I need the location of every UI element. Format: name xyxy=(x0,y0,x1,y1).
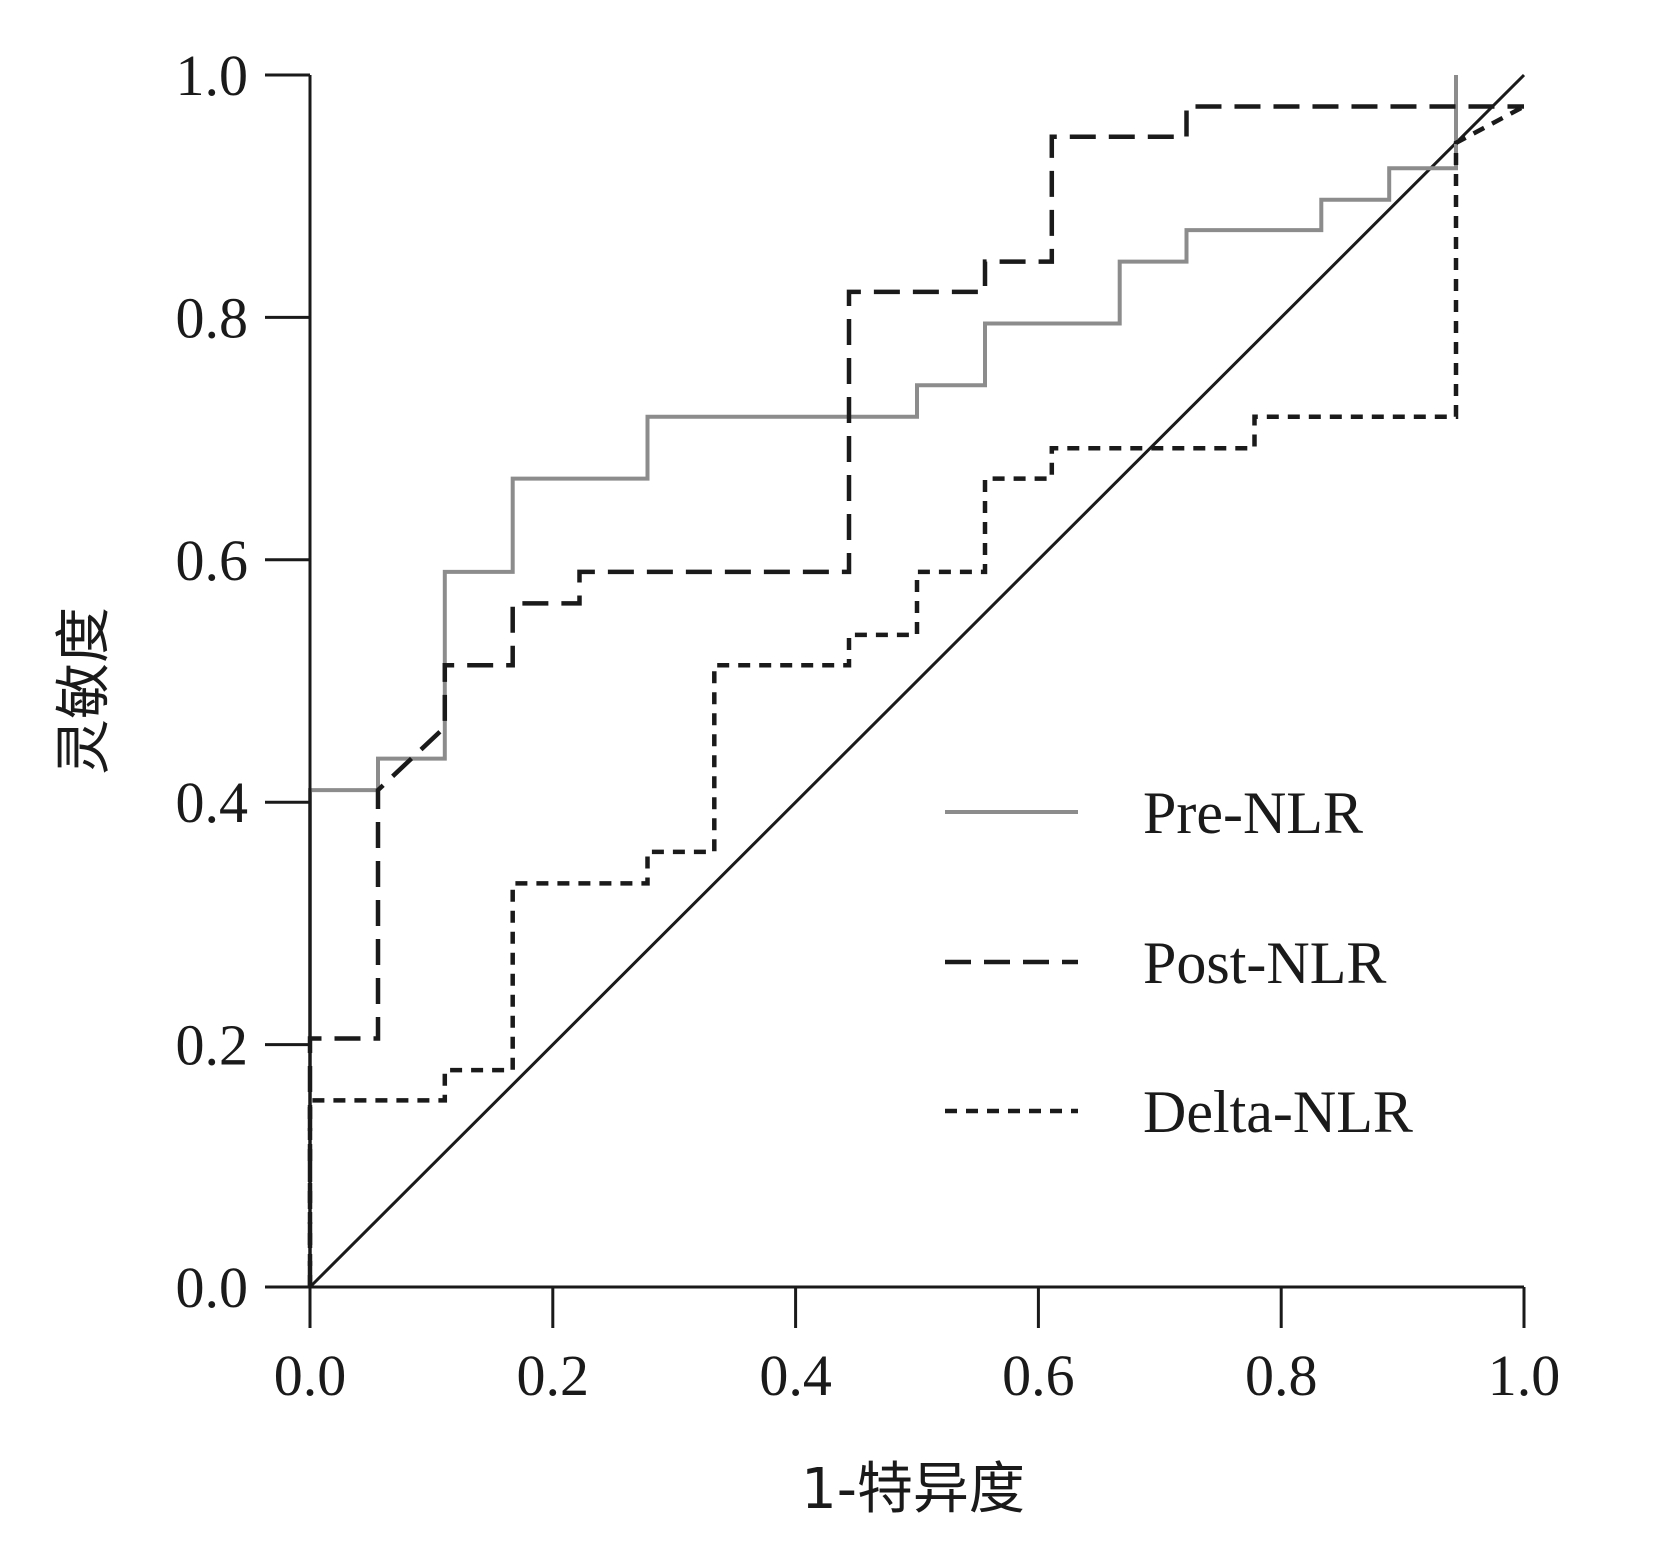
x-tick-label: 0.4 xyxy=(759,1343,832,1408)
y-tick-label: 0.6 xyxy=(176,528,249,593)
y-tick-label: 0.4 xyxy=(176,770,249,835)
x-tick-label: 0.6 xyxy=(1002,1343,1075,1408)
series-line-post-nlr xyxy=(307,104,1524,1287)
x-axis-label: 1-特异度 xyxy=(801,1457,1025,1522)
y-tick-label: 0.0 xyxy=(176,1255,249,1320)
axes-layer: 0.0 0.2 0.4 0.6 0.8 1.0 0.0 0.2 0.4 0.6 0.8 1.0 xyxy=(176,43,1561,1408)
x-tick-label: 0.8 xyxy=(1245,1343,1318,1408)
series-line-pre-nlr xyxy=(308,75,1458,1287)
legend-label-post-nlr: Post-NLR xyxy=(1143,930,1386,996)
y-tick-label: 0.2 xyxy=(176,1013,249,1078)
legend-label-delta-nlr: Delta-NLR xyxy=(1143,1079,1413,1145)
y-tick-label: 0.8 xyxy=(176,285,249,350)
x-tick-label: 0.0 xyxy=(274,1343,347,1408)
legend: Pre-NLR Post-NLR Delta-NLR xyxy=(945,780,1413,1145)
y-tick-label: 1.0 xyxy=(176,43,249,108)
reference-line-layer xyxy=(308,73,1526,1289)
y-axis-label: 灵敏度 xyxy=(52,607,117,775)
x-tick-label: 1.0 xyxy=(1488,1343,1561,1408)
legend-label-pre-nlr: Pre-NLR xyxy=(1143,780,1363,846)
x-tick-label: 0.2 xyxy=(517,1343,590,1408)
series-line-delta-nlr xyxy=(307,104,1526,1287)
reference-diagonal-line xyxy=(308,73,1526,1289)
series-layer xyxy=(307,75,1526,1287)
